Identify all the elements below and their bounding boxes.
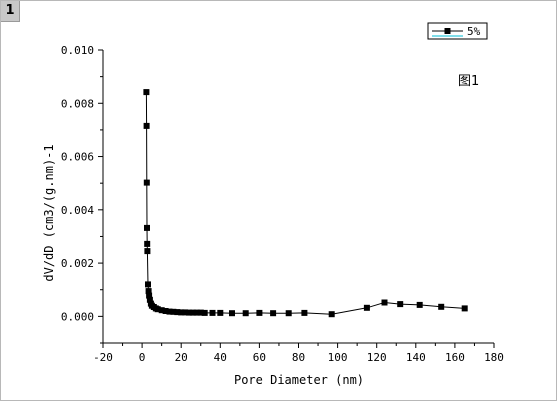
- x-tick-label: -20: [93, 351, 113, 364]
- data-point: [301, 309, 308, 316]
- data-point: [145, 281, 151, 288]
- data-point: [166, 308, 173, 315]
- data-point: [162, 308, 169, 314]
- data-point: [197, 309, 204, 316]
- data-point: [209, 309, 216, 316]
- y-tick-label: 0.010: [61, 44, 94, 57]
- x-tick-label: 0: [139, 351, 146, 364]
- x-tick-label: 140: [406, 351, 426, 364]
- x-tick-label: 100: [328, 351, 348, 364]
- data-point: [381, 299, 388, 306]
- data-point: [285, 310, 292, 317]
- data-point: [154, 306, 161, 313]
- data-point: [256, 309, 263, 316]
- data-point: [146, 292, 153, 299]
- legend-marker: [444, 28, 451, 34]
- x-tick-label: 20: [175, 351, 188, 364]
- data-point: [217, 309, 224, 316]
- series-5pct: [143, 89, 468, 318]
- data-point: [328, 311, 335, 318]
- data-point: [270, 310, 277, 317]
- series-line: [145, 92, 465, 315]
- data-point: [438, 303, 445, 310]
- data-point: [189, 309, 196, 316]
- y-tick-label: 0.008: [61, 97, 94, 110]
- x-tick-label: 60: [253, 351, 266, 364]
- data-point: [170, 308, 177, 315]
- sheet-tab[interactable]: 1: [1, 1, 20, 22]
- data-point: [201, 309, 208, 316]
- x-tick-label: 80: [292, 351, 305, 364]
- data-point: [144, 224, 150, 231]
- data-point: [143, 179, 150, 186]
- y-tick-label: 0.002: [61, 257, 94, 270]
- legend-label: 5%: [467, 25, 481, 38]
- x-tick-label: 120: [367, 351, 387, 364]
- data-point: [416, 301, 423, 308]
- data-point: [178, 309, 185, 316]
- data-point: [146, 296, 153, 303]
- axes: -20 0 20 40 60 80 100 120 140 160 180 0.000 0.002 0.0…: [61, 44, 504, 364]
- data-point: [397, 301, 404, 308]
- data-point: [144, 240, 151, 247]
- data-point: [461, 305, 468, 312]
- data-point: [143, 122, 150, 129]
- x-tick-label: 180: [484, 351, 504, 364]
- y-axis-label: dV/dD (cm3/(g.nm)-1: [42, 144, 56, 281]
- y-tick-label: 0.006: [61, 151, 94, 164]
- data-point: [174, 309, 181, 316]
- x-tick-label: 40: [214, 351, 227, 364]
- y-tick-label: 0.000: [61, 310, 94, 323]
- data-point: [229, 310, 235, 317]
- data-point: [363, 304, 370, 311]
- data-point: [145, 288, 152, 295]
- x-axis-label: Pore Diameter (nm): [234, 373, 364, 387]
- data-point: [186, 309, 192, 316]
- figure-annotation: 图1: [458, 74, 479, 89]
- data-point: [242, 310, 249, 317]
- data-point: [143, 89, 150, 96]
- data-point: [158, 307, 165, 314]
- legend: 5%: [427, 22, 488, 40]
- data-point: [193, 309, 200, 316]
- data-point: [182, 309, 189, 316]
- x-tick-label: 160: [445, 351, 465, 364]
- y-tick-label: 0.004: [61, 204, 94, 217]
- data-point: [144, 248, 151, 255]
